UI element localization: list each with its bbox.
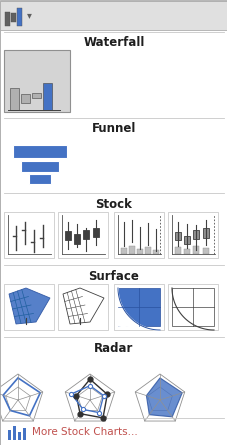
Polygon shape: [9, 288, 50, 324]
Bar: [58, 284, 108, 330]
Bar: [174, 232, 180, 240]
Text: Stock: Stock: [95, 198, 132, 210]
Polygon shape: [0, 374, 42, 421]
Text: ▾: ▾: [27, 10, 31, 20]
Bar: [11, 13, 16, 22]
Bar: [10, 88, 19, 110]
Bar: [83, 230, 89, 239]
Polygon shape: [118, 288, 159, 330]
Bar: [17, 8, 22, 26]
Bar: [114, 212, 163, 258]
Bar: [93, 228, 99, 237]
Bar: [13, 426, 16, 440]
Polygon shape: [63, 288, 104, 324]
Bar: [118, 288, 159, 326]
Bar: [202, 228, 208, 238]
Text: Radar: Radar: [94, 343, 133, 356]
Bar: [8, 430, 11, 440]
Polygon shape: [65, 374, 114, 421]
Bar: [74, 234, 80, 244]
Bar: [32, 93, 41, 98]
Bar: [23, 428, 26, 440]
Bar: [58, 212, 108, 258]
Bar: [4, 284, 54, 330]
Bar: [114, 284, 163, 330]
Bar: [121, 248, 126, 254]
Bar: [0, 0, 227, 30]
Text: Funnel: Funnel: [91, 122, 136, 135]
Bar: [4, 50, 70, 112]
Bar: [21, 94, 30, 103]
Bar: [136, 249, 142, 254]
Text: Surface: Surface: [88, 270, 139, 283]
Bar: [144, 247, 150, 254]
Bar: [174, 247, 180, 254]
Bar: [43, 83, 52, 110]
Bar: [202, 248, 208, 254]
Bar: [21, 161, 59, 172]
Bar: [65, 231, 71, 240]
Bar: [4, 212, 54, 258]
Text: Waterfall: Waterfall: [83, 36, 144, 49]
Bar: [192, 230, 198, 239]
Bar: [13, 145, 67, 158]
Bar: [5, 12, 10, 26]
Bar: [167, 212, 217, 258]
Bar: [152, 250, 158, 254]
Bar: [29, 174, 51, 184]
Polygon shape: [146, 378, 181, 417]
Bar: [171, 288, 213, 326]
Text: More Stock Charts...: More Stock Charts...: [32, 427, 137, 437]
Bar: [183, 236, 189, 244]
Polygon shape: [135, 374, 184, 421]
Bar: [167, 284, 217, 330]
Bar: [18, 432, 21, 440]
Bar: [192, 246, 198, 254]
Bar: [128, 246, 134, 254]
Bar: [183, 249, 189, 254]
